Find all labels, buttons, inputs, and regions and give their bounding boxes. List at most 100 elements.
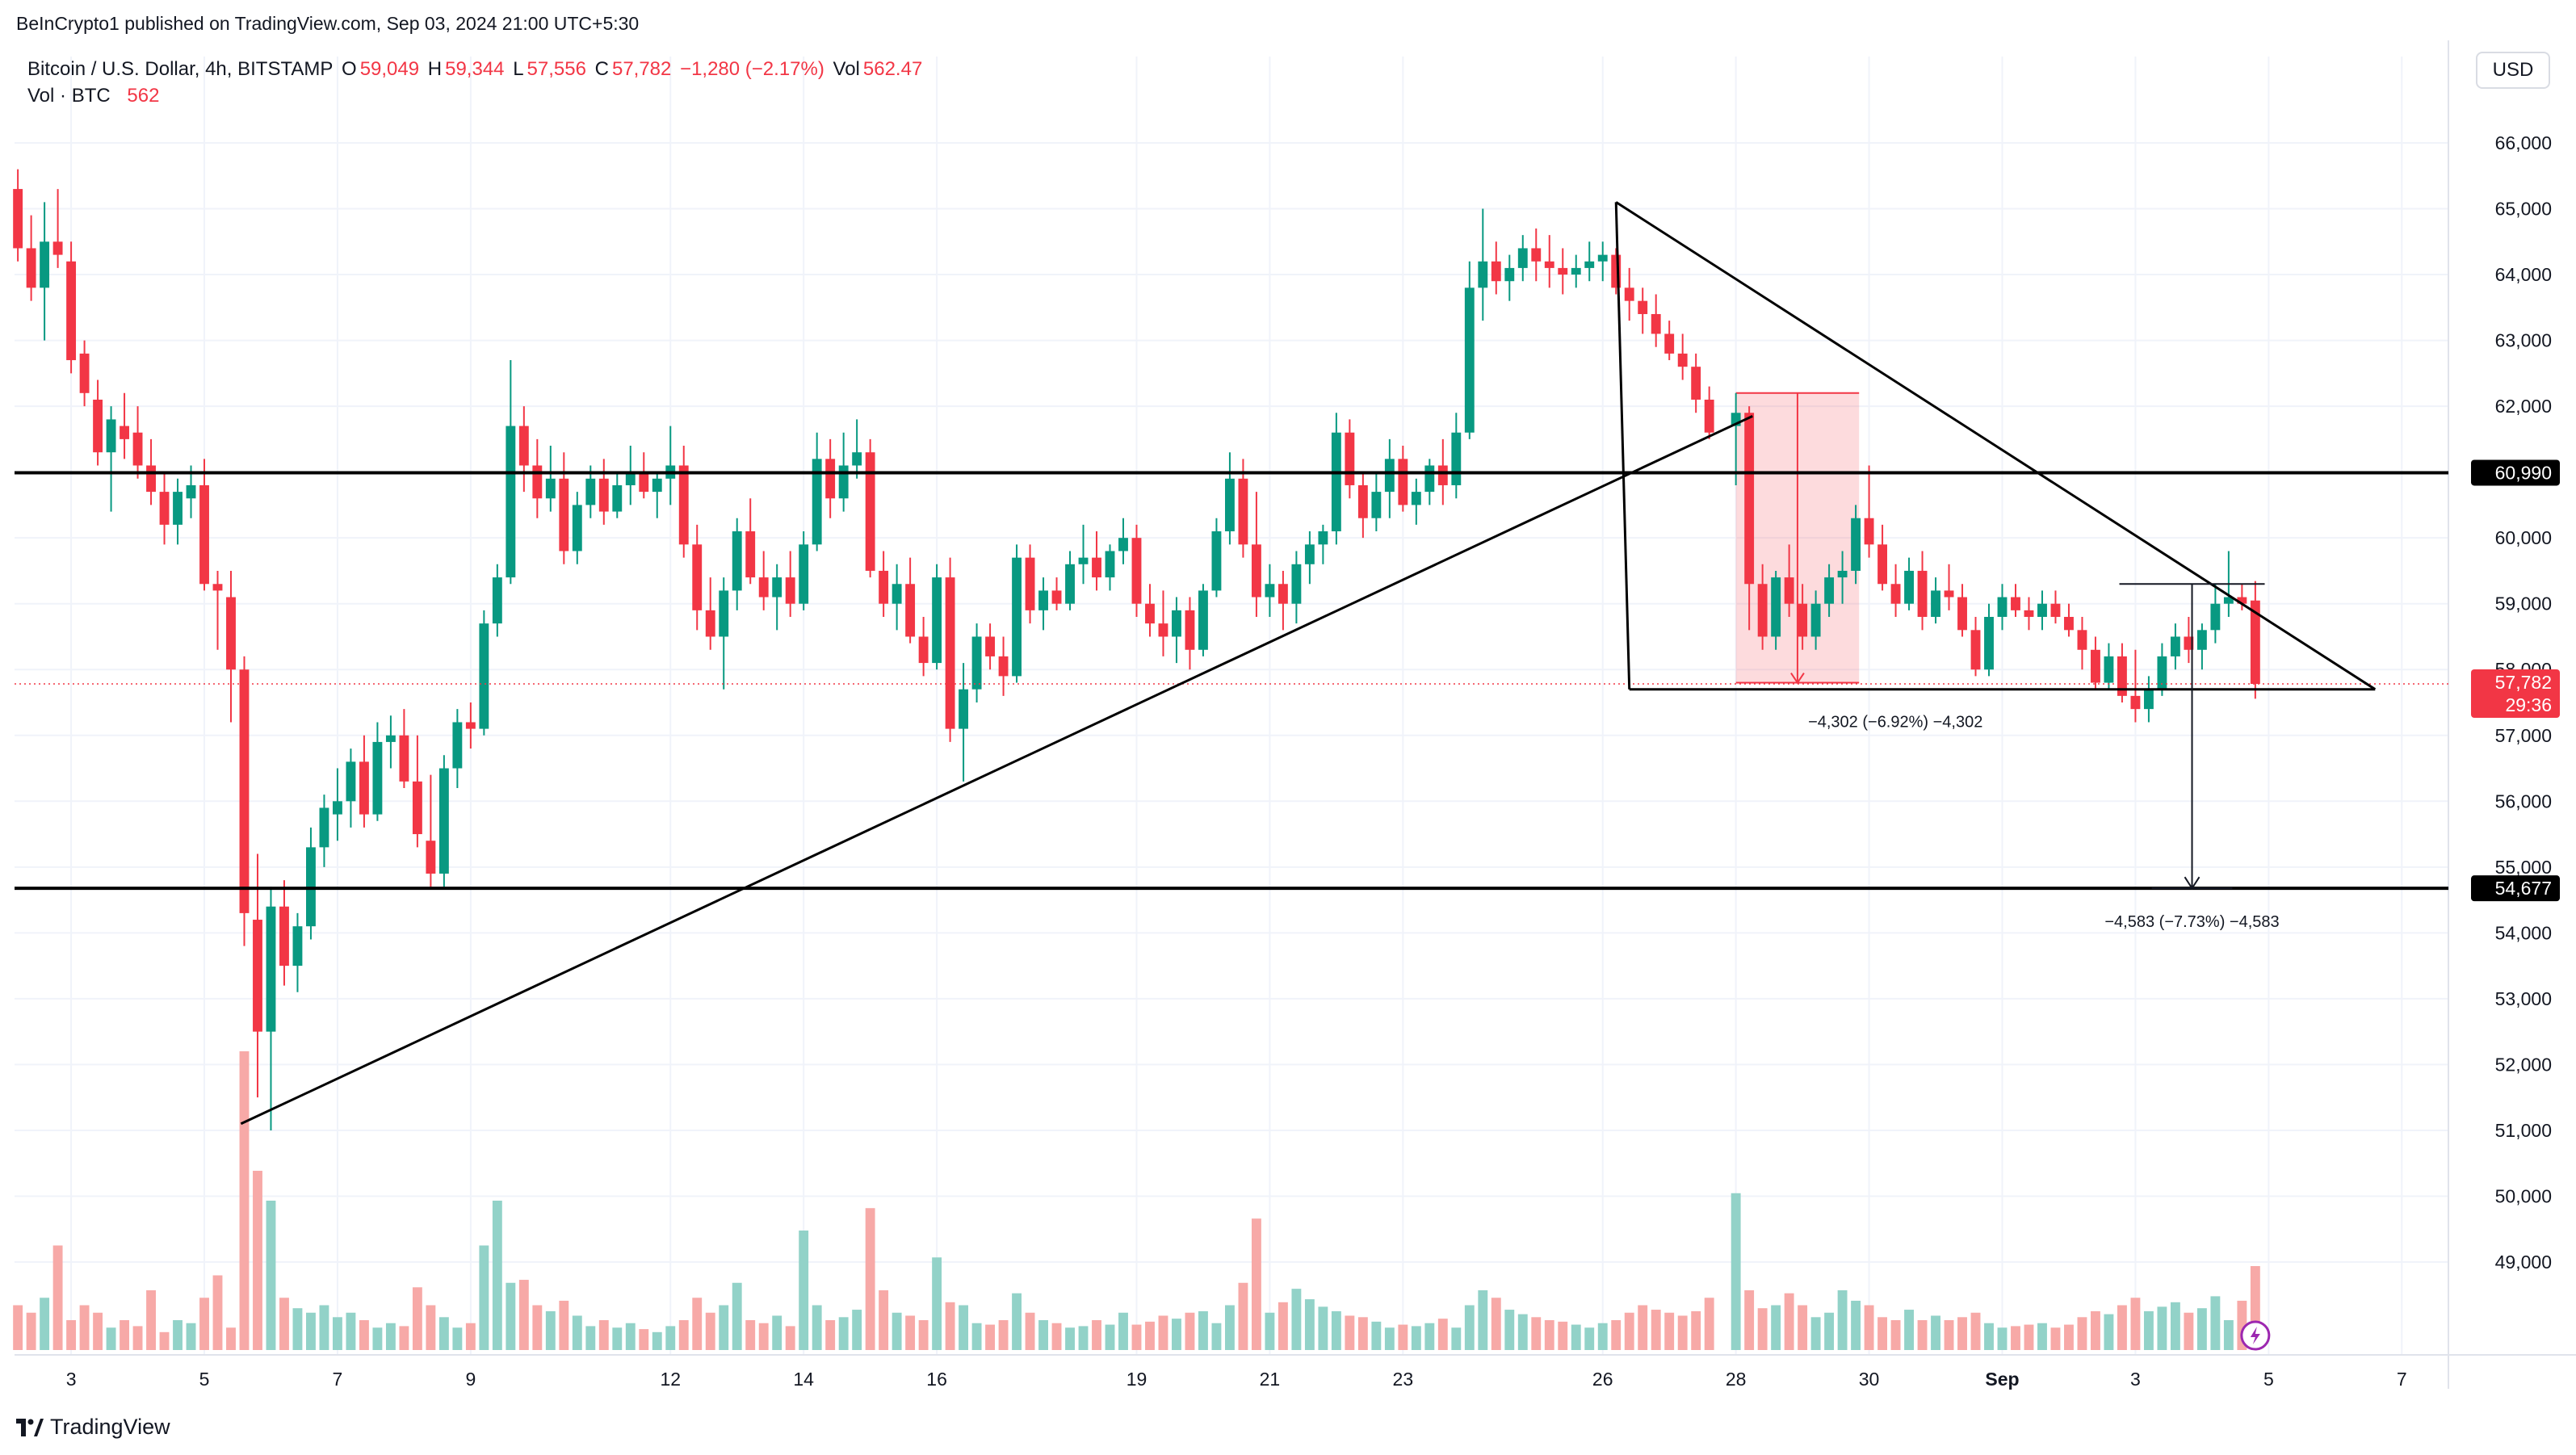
candle-body	[1864, 518, 1874, 545]
volume-bar	[1917, 1320, 1928, 1350]
candle-body	[1158, 623, 1168, 637]
volume-bar	[559, 1300, 569, 1350]
candle-body	[1371, 492, 1382, 518]
volume-bar	[253, 1171, 262, 1350]
candle-body	[758, 577, 769, 598]
candle-body	[1304, 544, 1315, 564]
volume-bar	[652, 1331, 662, 1350]
volume-bar	[639, 1329, 649, 1350]
volume-header: Vol · BTC 562	[27, 85, 162, 107]
candle-body	[1265, 584, 1275, 598]
candle-body	[1877, 544, 1888, 585]
volume-bar	[359, 1320, 369, 1350]
descending-trendline[interactable]	[1615, 201, 2377, 690]
volume-bar	[52, 1245, 63, 1350]
ascending-trendline[interactable]	[240, 414, 1753, 1126]
candle-body	[1531, 248, 1542, 262]
volume-bar	[1784, 1293, 1794, 1350]
candle-body	[1691, 367, 1701, 400]
volume-bar	[998, 1320, 1009, 1350]
candle-body	[772, 577, 782, 598]
volume-bar	[1012, 1293, 1022, 1350]
candle-body	[1704, 399, 1714, 433]
candle-body	[1571, 267, 1581, 275]
volume-bar	[2210, 1296, 2221, 1350]
candle-body	[253, 920, 262, 1032]
volume-bar	[1038, 1320, 1048, 1350]
volume-bar	[173, 1320, 183, 1350]
volume-bar	[852, 1310, 862, 1350]
volume-bar	[572, 1315, 582, 1350]
candle-body	[399, 735, 409, 782]
candle-body	[1544, 261, 1554, 268]
candle-body	[985, 636, 996, 656]
volume-bar	[1877, 1317, 1888, 1350]
volume-bar	[479, 1245, 489, 1350]
volume-bar	[2024, 1324, 2034, 1350]
candle-body	[426, 841, 436, 874]
candle-body	[1012, 557, 1022, 677]
publisher-line: BeInCrypto1 published on TradingView.com…	[16, 13, 640, 34]
candle-body	[518, 426, 529, 466]
candle-body	[2210, 603, 2221, 631]
volume-bar	[1225, 1305, 1235, 1350]
time-tick-label: 3	[2130, 1369, 2141, 1390]
candle-body	[1491, 261, 1501, 282]
candle-body	[452, 722, 463, 769]
candle-body	[1384, 459, 1395, 493]
volume-bar	[1398, 1324, 1408, 1350]
candle-body	[678, 465, 689, 545]
candle-body	[612, 484, 623, 512]
volume-bar	[506, 1282, 516, 1350]
volume-bar	[1092, 1320, 1101, 1350]
triangle-left-edge[interactable]	[1614, 202, 1631, 690]
candle-body	[625, 472, 636, 485]
volume-bar	[1304, 1299, 1315, 1350]
time-tick-label: 21	[1260, 1369, 1281, 1390]
candle-body	[1744, 413, 1755, 585]
candle-body	[1824, 577, 1835, 604]
vol-value: 562.47	[862, 58, 923, 80]
volume-bar	[333, 1317, 342, 1350]
volume-bar	[2184, 1312, 2194, 1350]
volume-bar	[1571, 1324, 1581, 1350]
candle-body	[292, 926, 303, 967]
price-label-box	[2471, 875, 2560, 902]
volume-bar	[319, 1305, 329, 1350]
volume-bar	[2223, 1320, 2234, 1350]
volume-bar	[692, 1298, 703, 1350]
currency-button[interactable]: USD	[2476, 52, 2550, 89]
candle-body	[2237, 597, 2247, 604]
volume-bar	[372, 1327, 383, 1350]
price-label-text: 60,990	[2495, 462, 2552, 483]
candle-body	[932, 577, 942, 664]
vol-row-value: 562	[127, 85, 160, 107]
candle-body	[239, 669, 250, 913]
candle-body	[1931, 590, 1940, 618]
volume-bar	[1051, 1323, 1062, 1350]
candle-body	[2143, 689, 2154, 710]
volume-bar	[598, 1320, 609, 1350]
volume-bar	[1984, 1323, 1994, 1350]
candle-body	[226, 597, 236, 670]
volume-bars	[13, 1051, 2260, 1350]
volume-bar	[745, 1320, 756, 1350]
volume-bar	[705, 1312, 715, 1350]
volume-bar	[1451, 1327, 1462, 1350]
price-tick-label: 63,000	[2495, 330, 2552, 351]
volume-bar	[1731, 1193, 1741, 1350]
volume-bar	[812, 1305, 822, 1350]
candle-body	[1225, 478, 1235, 532]
tradingview-logo[interactable]: TradingView	[16, 1415, 170, 1440]
tradingview-logo-text: TradingView	[50, 1415, 170, 1439]
volume-bar	[2050, 1327, 2061, 1350]
price-tick-label: 51,000	[2495, 1120, 2552, 1141]
candle-body	[1837, 570, 1848, 578]
candle-body	[1278, 584, 1288, 604]
candle-body	[2050, 603, 2061, 618]
volume-bar	[2170, 1302, 2180, 1350]
candle-body	[1131, 538, 1142, 604]
volume-bar	[1384, 1327, 1395, 1350]
candle-body	[905, 584, 916, 637]
